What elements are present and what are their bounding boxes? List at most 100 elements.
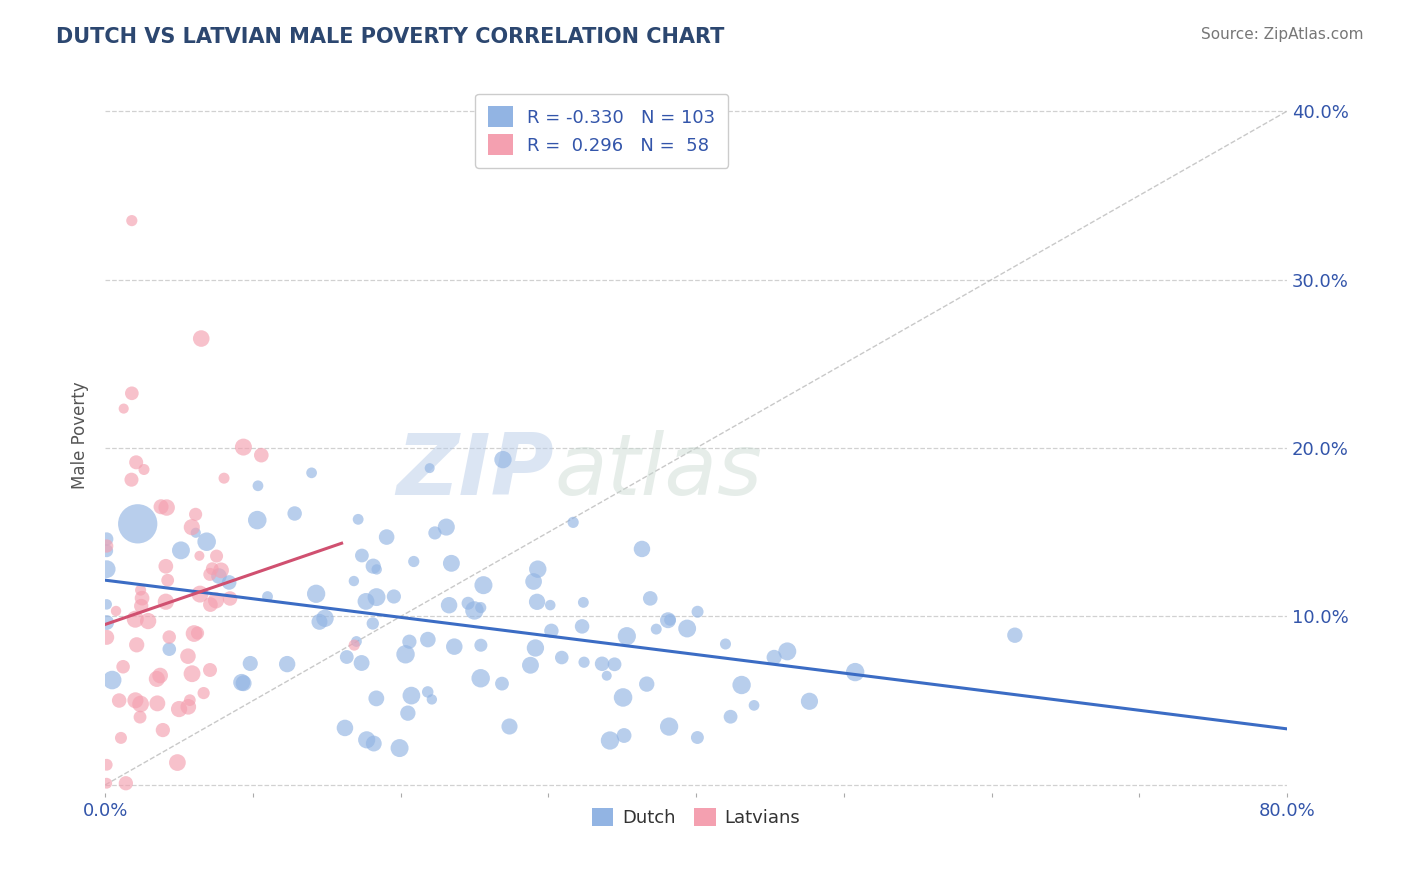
Point — [156, 500, 179, 515]
Point — [844, 665, 866, 679]
Point — [256, 590, 278, 604]
Point — [519, 658, 541, 673]
Point — [401, 689, 423, 703]
Point — [156, 573, 179, 587]
Point — [398, 634, 420, 648]
Point — [246, 513, 269, 527]
Point — [205, 593, 228, 607]
Point — [457, 596, 479, 610]
Point — [742, 698, 765, 713]
Point — [686, 731, 709, 745]
Point — [170, 543, 193, 558]
Point — [208, 569, 231, 583]
Point — [470, 638, 492, 652]
Point — [470, 600, 492, 615]
Point — [613, 729, 636, 743]
Point — [658, 720, 681, 734]
Point — [551, 650, 574, 665]
Point — [526, 562, 548, 576]
Point — [305, 587, 328, 601]
Point — [201, 562, 224, 576]
Point — [676, 622, 699, 636]
Point — [121, 386, 143, 401]
Point — [440, 557, 463, 571]
Point — [198, 567, 221, 582]
Point — [571, 619, 593, 633]
Point — [205, 549, 228, 563]
Point — [416, 632, 439, 647]
Point — [124, 693, 146, 707]
Point — [124, 612, 146, 626]
Point — [419, 461, 441, 475]
Point — [420, 692, 443, 706]
Point — [572, 595, 595, 609]
Point — [572, 655, 595, 669]
Point — [472, 578, 495, 592]
Point — [152, 723, 174, 737]
Point — [524, 640, 547, 655]
Text: DUTCH VS LATVIAN MALE POVERTY CORRELATION CHART: DUTCH VS LATVIAN MALE POVERTY CORRELATIO… — [56, 27, 724, 46]
Point — [198, 663, 221, 677]
Point — [131, 591, 153, 606]
Point — [179, 693, 201, 707]
Point — [540, 624, 562, 638]
Point — [333, 721, 356, 735]
Point — [347, 512, 370, 526]
Point — [195, 534, 218, 549]
Point — [526, 595, 548, 609]
Text: Source: ZipAtlas.com: Source: ZipAtlas.com — [1201, 27, 1364, 42]
Point — [562, 516, 585, 530]
Point — [96, 562, 118, 576]
Point — [150, 500, 173, 514]
Point — [132, 462, 155, 476]
Point — [382, 590, 405, 604]
Point — [246, 479, 269, 493]
Point — [631, 541, 654, 556]
Point — [96, 615, 118, 630]
Text: atlas: atlas — [554, 430, 762, 513]
Point — [157, 642, 180, 657]
Point — [470, 671, 492, 685]
Point — [776, 644, 799, 658]
Point — [167, 702, 190, 716]
Point — [125, 638, 148, 652]
Point — [603, 657, 626, 672]
Point — [177, 699, 200, 714]
Point — [115, 776, 138, 790]
Point — [96, 598, 118, 612]
Point — [125, 455, 148, 469]
Point — [763, 650, 786, 665]
Point — [232, 676, 254, 690]
Point — [434, 520, 457, 534]
Point — [284, 507, 307, 521]
Point — [596, 669, 619, 683]
Point — [491, 676, 513, 690]
Point — [354, 594, 377, 608]
Point — [184, 508, 207, 522]
Point — [212, 471, 235, 485]
Point — [121, 213, 143, 227]
Point — [231, 675, 253, 690]
Point — [423, 525, 446, 540]
Point — [155, 559, 177, 574]
Point — [343, 574, 366, 588]
Point — [366, 562, 388, 576]
Point — [188, 587, 211, 601]
Point — [443, 640, 465, 654]
Point — [799, 694, 821, 708]
Point — [149, 668, 172, 682]
Point — [129, 583, 152, 598]
Point — [193, 686, 215, 700]
Point — [146, 697, 169, 711]
Point — [366, 691, 388, 706]
Point — [232, 440, 254, 454]
Point — [356, 732, 378, 747]
Y-axis label: Male Poverty: Male Poverty — [72, 382, 89, 489]
Point — [538, 598, 561, 612]
Point — [276, 657, 298, 672]
Point — [177, 649, 200, 664]
Point — [591, 657, 613, 671]
Point — [314, 611, 336, 625]
Point — [188, 549, 211, 563]
Point — [394, 648, 416, 662]
